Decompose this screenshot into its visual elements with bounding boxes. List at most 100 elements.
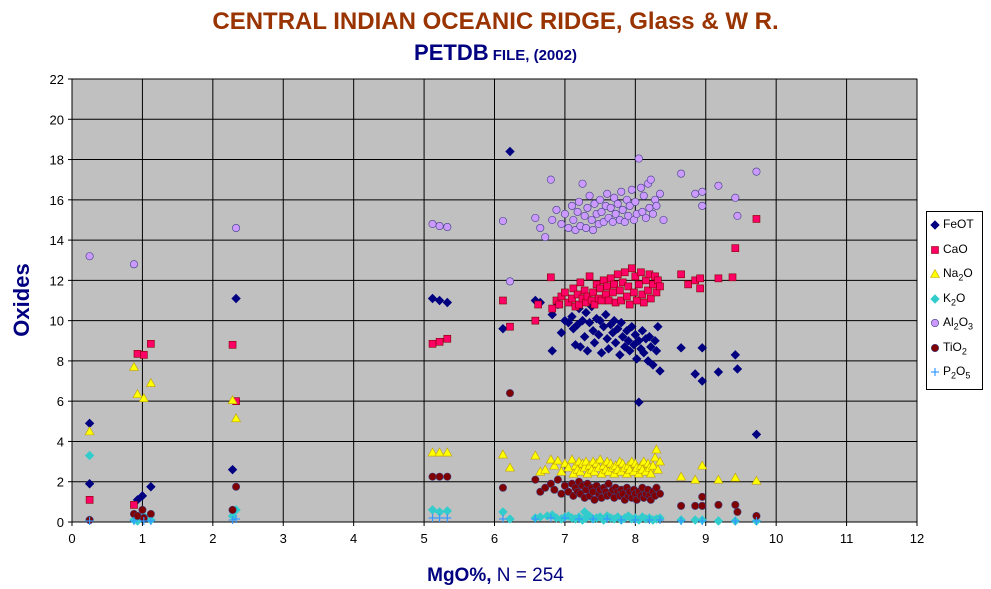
al2o3-point	[567, 201, 576, 210]
feot-point	[648, 360, 658, 370]
legend-label: TiO2	[943, 339, 967, 356]
na2o-point	[552, 455, 563, 465]
na2o-point	[434, 447, 445, 457]
tio2-point	[428, 472, 437, 481]
cao-point	[696, 284, 704, 293]
cao-point	[555, 300, 564, 309]
p2o5-point	[85, 516, 94, 525]
x-tick-label: 12	[910, 531, 924, 546]
al2o3-point	[548, 215, 557, 224]
legend-marker-shape	[930, 343, 940, 352]
feot-point	[620, 342, 630, 352]
tio2-point	[541, 483, 550, 492]
al2o3-point	[232, 224, 241, 233]
al2o3-point	[698, 187, 707, 196]
cao-point	[625, 300, 634, 309]
cao-point	[548, 304, 557, 313]
cao-point	[639, 298, 648, 307]
na2o-point	[128, 361, 139, 371]
series-tio2	[85, 389, 761, 524]
legend-marker	[930, 318, 940, 328]
feot-point	[639, 348, 649, 358]
k2o-point	[690, 515, 700, 525]
al2o3-point	[541, 233, 550, 242]
tio2-point	[604, 479, 613, 488]
cao-point	[696, 274, 704, 283]
feot-point	[623, 336, 633, 346]
na2o-point	[504, 462, 516, 472]
series-cao	[85, 215, 761, 509]
legend-marker	[930, 293, 940, 304]
y-tick-label: 12	[50, 273, 64, 288]
tio2-point	[435, 472, 444, 481]
p2o5-point	[146, 516, 155, 525]
legend-label: CaO	[943, 241, 968, 256]
sample-count: N = 254	[491, 565, 564, 586]
feot-point	[617, 332, 628, 342]
tio2-point	[733, 507, 742, 516]
feot-point	[632, 354, 642, 364]
tio2-point	[655, 489, 664, 498]
al2o3-point	[624, 211, 633, 220]
feot-point	[505, 146, 515, 157]
cao-point	[677, 270, 685, 279]
na2o-point	[145, 377, 156, 387]
al2o3-point	[574, 197, 583, 206]
cao-point	[147, 339, 155, 348]
feot-point	[572, 319, 583, 330]
y-tick-label: 14	[50, 233, 64, 248]
legend-marker-shape	[930, 269, 940, 278]
al2o3-point	[659, 215, 668, 224]
cao-point	[85, 496, 94, 504]
p2o5-point	[129, 516, 138, 525]
al2o3-point	[498, 216, 507, 225]
tio2-point	[698, 501, 707, 510]
cao-point	[731, 244, 740, 252]
feot-point	[730, 350, 741, 360]
feot-point	[651, 346, 662, 356]
cao-point	[583, 292, 592, 301]
cao-point	[624, 282, 633, 291]
cao-point	[130, 501, 138, 509]
al2o3-point	[603, 189, 612, 198]
al2o3-point	[698, 201, 707, 210]
al2o3-point	[564, 224, 573, 233]
y-tick-label: 2	[57, 475, 64, 490]
cao-point	[623, 292, 631, 301]
tio2-point	[146, 509, 155, 518]
p2o5-point	[443, 513, 452, 522]
na2o-point	[652, 464, 663, 474]
cao-point	[635, 280, 643, 289]
legend-marker	[930, 269, 940, 278]
y-tick-label: 4	[57, 434, 64, 449]
al2o3-point	[435, 221, 444, 230]
grid-lines	[72, 78, 918, 522]
feot-point	[577, 315, 588, 326]
p2o5-point	[546, 513, 555, 522]
al2o3-point	[714, 181, 723, 190]
cao-point	[656, 282, 664, 291]
feot-point	[751, 429, 762, 440]
x-tick-label: 5	[420, 531, 427, 546]
x-tick-label: 9	[702, 531, 709, 546]
na2o-point	[227, 395, 238, 404]
feot-point	[582, 346, 593, 356]
feot-point	[567, 311, 577, 322]
cao-point	[228, 340, 237, 349]
legend-label: Na2O	[943, 266, 973, 283]
feot-point	[690, 369, 700, 379]
feot-point	[84, 479, 95, 489]
feot-point	[608, 328, 618, 338]
legend-label: FeOT	[943, 217, 974, 231]
al2o3-point	[428, 219, 437, 228]
cao-point	[435, 337, 444, 346]
cao-point	[568, 294, 576, 303]
tio2-point	[698, 492, 707, 501]
tio2-point	[553, 475, 562, 484]
feot-point	[563, 317, 574, 328]
cao-point	[728, 273, 737, 282]
al2o3-point	[573, 207, 582, 216]
p2o5-point	[655, 515, 664, 524]
na2o-point	[697, 460, 708, 470]
al2o3-point	[731, 193, 740, 202]
